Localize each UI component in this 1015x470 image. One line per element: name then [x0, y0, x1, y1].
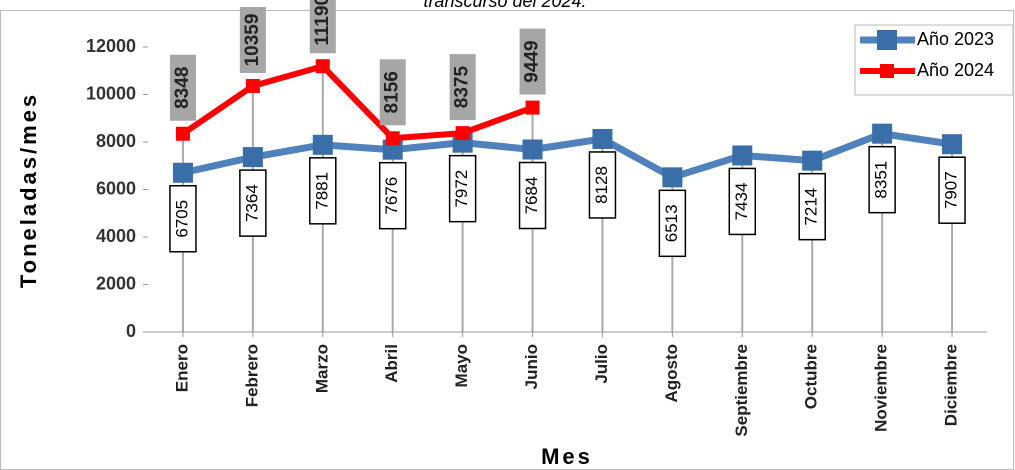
series-marker [942, 134, 963, 155]
x-tick-label: Enero [172, 344, 191, 392]
y-tick-label: 2000 [96, 273, 136, 293]
data-label: 8351 [872, 161, 891, 199]
x-tick-label: Noviembre [872, 344, 891, 432]
data-label: 8348 [172, 67, 193, 109]
legend-label: Año 2024 [917, 60, 994, 80]
y-tick-label: 12000 [86, 36, 136, 56]
data-label-box [658, 189, 687, 258]
series-marker [455, 126, 470, 141]
legend-label: Año 2023 [917, 29, 994, 49]
series-marker [662, 167, 683, 188]
data-label-box [379, 59, 406, 126]
data-label-box [728, 167, 757, 236]
data-label-box [169, 54, 196, 121]
series-marker [172, 162, 193, 183]
y-axis-label: Toneladas/mes [16, 92, 41, 288]
series-marker [522, 139, 543, 160]
data-label: 7364 [242, 184, 261, 222]
y-tick-label: 8000 [96, 131, 136, 151]
data-label: 6705 [172, 200, 191, 238]
data-label-box [448, 154, 477, 223]
data-label-box [588, 151, 617, 219]
x-tick-label: Diciembre [942, 344, 961, 426]
data-label-box [378, 161, 407, 230]
x-tick-label: Agosto [662, 344, 681, 403]
series-marker [802, 150, 823, 171]
data-label: 7907 [942, 171, 961, 209]
data-label: 7972 [452, 170, 471, 208]
data-label-box [798, 172, 826, 241]
data-label-box [239, 169, 267, 237]
data-label: 7684 [522, 177, 541, 215]
data-label: 8128 [592, 166, 611, 204]
series-marker [525, 100, 540, 115]
series-marker [175, 126, 190, 141]
data-label: 7434 [732, 183, 751, 221]
data-label-box [868, 145, 896, 214]
series-marker [312, 134, 333, 155]
legend-marker [877, 30, 897, 50]
series-marker [315, 59, 330, 74]
series-line [182, 130, 953, 181]
data-label: 7676 [382, 177, 401, 215]
data-label: 7214 [802, 188, 821, 226]
data-label-box [519, 28, 546, 95]
series-marker [872, 123, 893, 144]
y-tick-label: 0 [126, 321, 136, 341]
data-label: 7881 [312, 172, 331, 210]
data-label-box [518, 161, 547, 230]
x-tick-label: Junio [522, 344, 541, 389]
data-label: 11190 [312, 0, 333, 46]
series-marker [242, 147, 263, 168]
x-axis-label: Mes [541, 444, 593, 469]
chart-title: transcurso del 2024. [423, 0, 586, 11]
data-label: 9449 [522, 40, 543, 82]
x-tick-label: Marzo [312, 344, 331, 393]
data-label-box [938, 156, 966, 224]
series-marker [592, 128, 613, 149]
series-marker [385, 131, 400, 146]
y-tick-label: 6000 [96, 178, 136, 198]
data-label-box [309, 157, 337, 225]
data-label: 8156 [382, 71, 403, 113]
data-label-box [239, 6, 266, 73]
x-tick-label: Septiembre [732, 344, 751, 437]
series-line [181, 63, 534, 142]
y-tick-label: 4000 [96, 226, 136, 246]
y-tick-label: 10000 [86, 83, 136, 103]
data-label: 6513 [662, 204, 681, 242]
x-tick-label: Mayo [452, 344, 471, 387]
x-tick-label: Abril [382, 344, 401, 383]
x-tick-label: Febrero [242, 344, 261, 407]
data-label-box [169, 185, 197, 253]
legend-marker [880, 64, 894, 78]
series-marker [732, 145, 753, 166]
x-tick-label: Julio [592, 344, 611, 384]
series-marker [245, 78, 260, 93]
data-label: 8375 [452, 66, 473, 109]
data-label-box [449, 54, 476, 121]
x-tick-label: Octubre [802, 344, 821, 409]
data-label-box [309, 0, 336, 54]
data-label: 10359 [242, 14, 263, 67]
